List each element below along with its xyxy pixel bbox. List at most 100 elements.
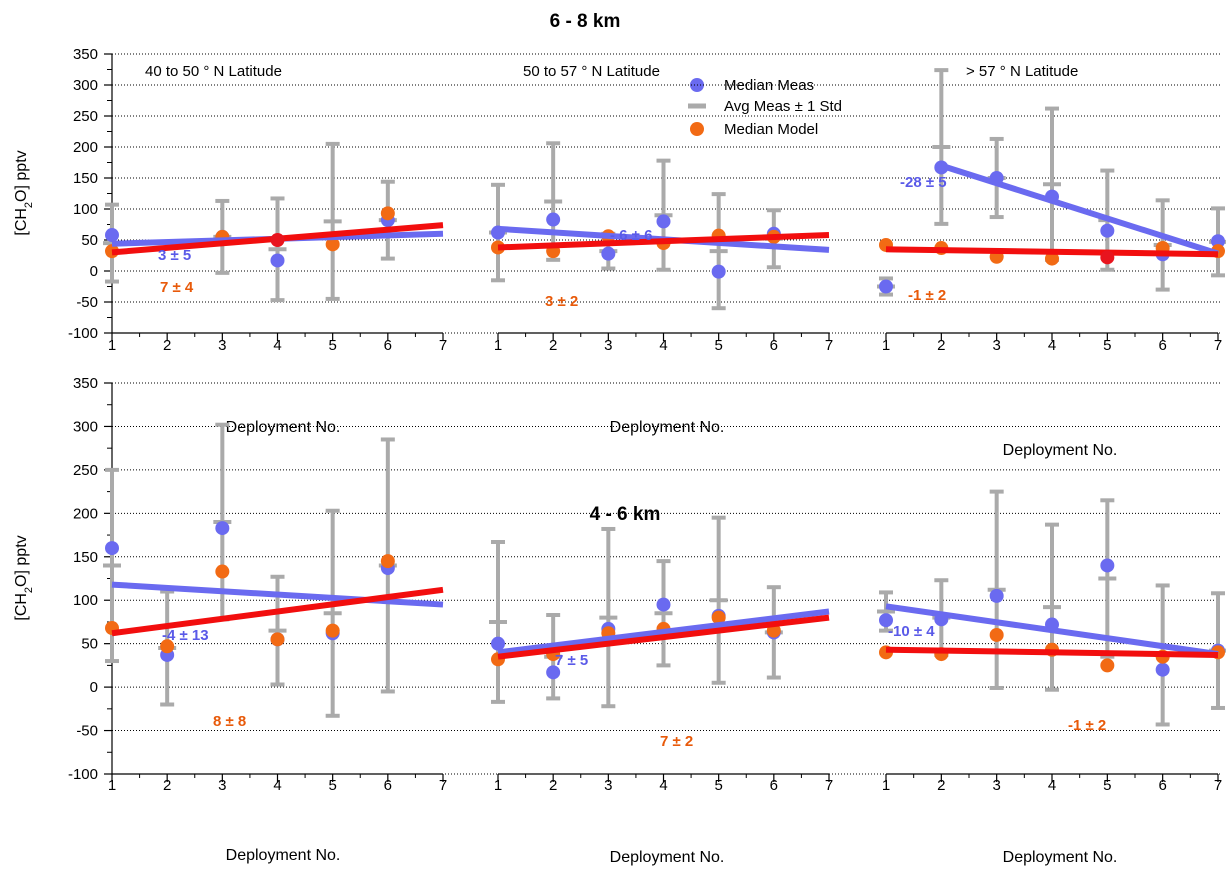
- x-tick-label: 2: [549, 337, 557, 354]
- panel-1-2: 1 2 3 4 5 6 7 Deployment No. -10 ± 4 -1 ± 2: [877, 489, 1226, 866]
- y-tick-label: 250: [73, 108, 98, 125]
- x-tick-label: 2: [163, 337, 171, 354]
- y-tick-label: 0: [90, 263, 98, 280]
- region-label: 40 to 50 ° N Latitude: [145, 63, 282, 80]
- model-fit-line: [885, 646, 1219, 658]
- panel-0-1: 1 2 3 4 5 6 7 Deployment No. 50 to 57 ° N Latitu…: [489, 63, 833, 436]
- row-0: -100 -50 0 50 100 150 200 250 300 350 [CH2O] pptv 1…: [13, 46, 1226, 459]
- median-meas-point: [656, 214, 671, 229]
- y-tick-label: 200: [73, 505, 98, 522]
- x-axis-label: Deployment No.: [610, 849, 725, 866]
- y-tick-label: -50: [76, 723, 98, 740]
- y-tick-label: 300: [73, 418, 98, 435]
- meas-slope-label: -4 ± 13: [162, 627, 209, 644]
- panel-1-0: 1 2 3 4 5 6 7 Deployment No. -4 ± 13 8 ± 8: [103, 422, 447, 864]
- meas-fit-line: [497, 608, 830, 656]
- median-model-point: [1100, 250, 1115, 265]
- x-tick-label: 7: [825, 777, 833, 794]
- model-slope-label: 8 ± 8: [213, 713, 246, 730]
- panel-1-1: 1 2 3 4 5 6 7 Deployment No. 7 ± 5 7 ± 2: [489, 515, 833, 866]
- median-meas-point: [215, 521, 230, 536]
- x-tick-label: 3: [218, 337, 226, 354]
- x-tick-label: 7: [825, 337, 833, 354]
- model-slope-label: -1 ± 2: [1068, 717, 1106, 734]
- meas-slope-label: -10 ± 4: [888, 623, 935, 640]
- model-slope-label: -1 ± 2: [908, 287, 946, 304]
- x-axis-label: Deployment No.: [610, 419, 725, 436]
- x-tick-label: 6: [1158, 337, 1166, 354]
- median-meas-point: [989, 588, 1004, 603]
- x-tick-label: 4: [659, 337, 667, 354]
- meas-fit-line: [885, 603, 1219, 658]
- y-tick-label: -100: [68, 325, 98, 342]
- median-meas-point: [1100, 223, 1115, 238]
- region-label: 50 to 57 ° N Latitude: [523, 63, 660, 80]
- x-tick-label: 6: [770, 337, 778, 354]
- median-model-point: [160, 639, 175, 654]
- median-model-point: [325, 237, 340, 252]
- x-tick-label: 1: [494, 337, 502, 354]
- legend: Median Meas Avg Meas ± 1 Std Median Mode…: [688, 77, 842, 138]
- x-tick-label: 4: [659, 777, 667, 794]
- x-tick-label: 5: [328, 777, 336, 794]
- x-tick-label: 2: [937, 337, 945, 354]
- median-meas-point: [105, 228, 119, 243]
- x-tick-label: 2: [549, 777, 557, 794]
- median-meas-point: [491, 636, 505, 651]
- x-tick-label: 6: [770, 777, 778, 794]
- median-model-point: [380, 206, 395, 221]
- x-tick-label: 1: [494, 777, 502, 794]
- y-tick-label: -50: [76, 294, 98, 311]
- x-tick-label: 3: [992, 777, 1000, 794]
- meas-slope-label: -28 ± 5: [900, 174, 947, 191]
- x-tick-label: 5: [328, 337, 336, 354]
- legend-model-label: Median Model: [724, 121, 818, 138]
- median-meas-point: [546, 212, 561, 227]
- x-tick-label: 4: [273, 777, 281, 794]
- legend-avg-label: Avg Meas ± 1 Std: [724, 98, 842, 115]
- y-tick-label: 350: [73, 46, 98, 63]
- legend-model-marker: [690, 122, 704, 136]
- y-tick-label: -100: [68, 766, 98, 783]
- median-meas-point: [711, 264, 726, 279]
- median-meas-point: [1155, 662, 1170, 677]
- panel-0-0: 1 2 3 4 5 6 7 Deployment No. 40 to 50 ° N Latitu…: [103, 63, 447, 436]
- model-fit-line: [885, 246, 1219, 258]
- y-tick-label: 0: [90, 679, 98, 696]
- x-axis-label: Deployment No.: [1003, 442, 1118, 459]
- y-tick-label: 150: [73, 549, 98, 566]
- median-meas-point: [105, 541, 119, 556]
- x-tick-label: 5: [714, 777, 722, 794]
- y-axis-label: [CH2O] pptv: [13, 535, 35, 620]
- median-model-point: [989, 627, 1004, 642]
- median-model-point: [1100, 658, 1115, 673]
- y-tick-label: 200: [73, 139, 98, 156]
- x-tick-label: 7: [439, 337, 447, 354]
- x-tick-label: 6: [384, 777, 392, 794]
- x-tick-label: 2: [937, 777, 945, 794]
- model-slope-label: 3 ± 2: [545, 293, 578, 310]
- y-tick-label: 100: [73, 201, 98, 218]
- x-tick-label: 3: [604, 337, 612, 354]
- y-tick-label: 100: [73, 592, 98, 609]
- x-tick-label: 5: [1103, 777, 1111, 794]
- y-tick-label: 50: [81, 232, 98, 249]
- model-fit-line: [111, 586, 444, 637]
- x-tick-label: 3: [604, 777, 612, 794]
- median-meas-point: [1211, 234, 1225, 249]
- x-tick-label: 6: [1158, 777, 1166, 794]
- x-tick-label: 4: [1048, 337, 1056, 354]
- model-slope-label: 7 ± 4: [160, 279, 194, 296]
- model-slope-label: 7 ± 2: [660, 733, 693, 750]
- x-tick-label: 3: [218, 777, 226, 794]
- x-tick-label: 7: [1214, 777, 1222, 794]
- region-label: > 57 ° N Latitude: [966, 63, 1078, 80]
- x-axis-label: Deployment No.: [226, 419, 341, 436]
- panel-0-2: 1 2 3 4 5 6 7 Deployment No. > 57 ° N Latitude -2…: [877, 63, 1226, 459]
- y-axis-label: [CH2O] pptv: [13, 150, 35, 235]
- x-tick-label: 1: [882, 777, 890, 794]
- x-tick-label: 7: [439, 777, 447, 794]
- x-tick-label: 6: [384, 337, 392, 354]
